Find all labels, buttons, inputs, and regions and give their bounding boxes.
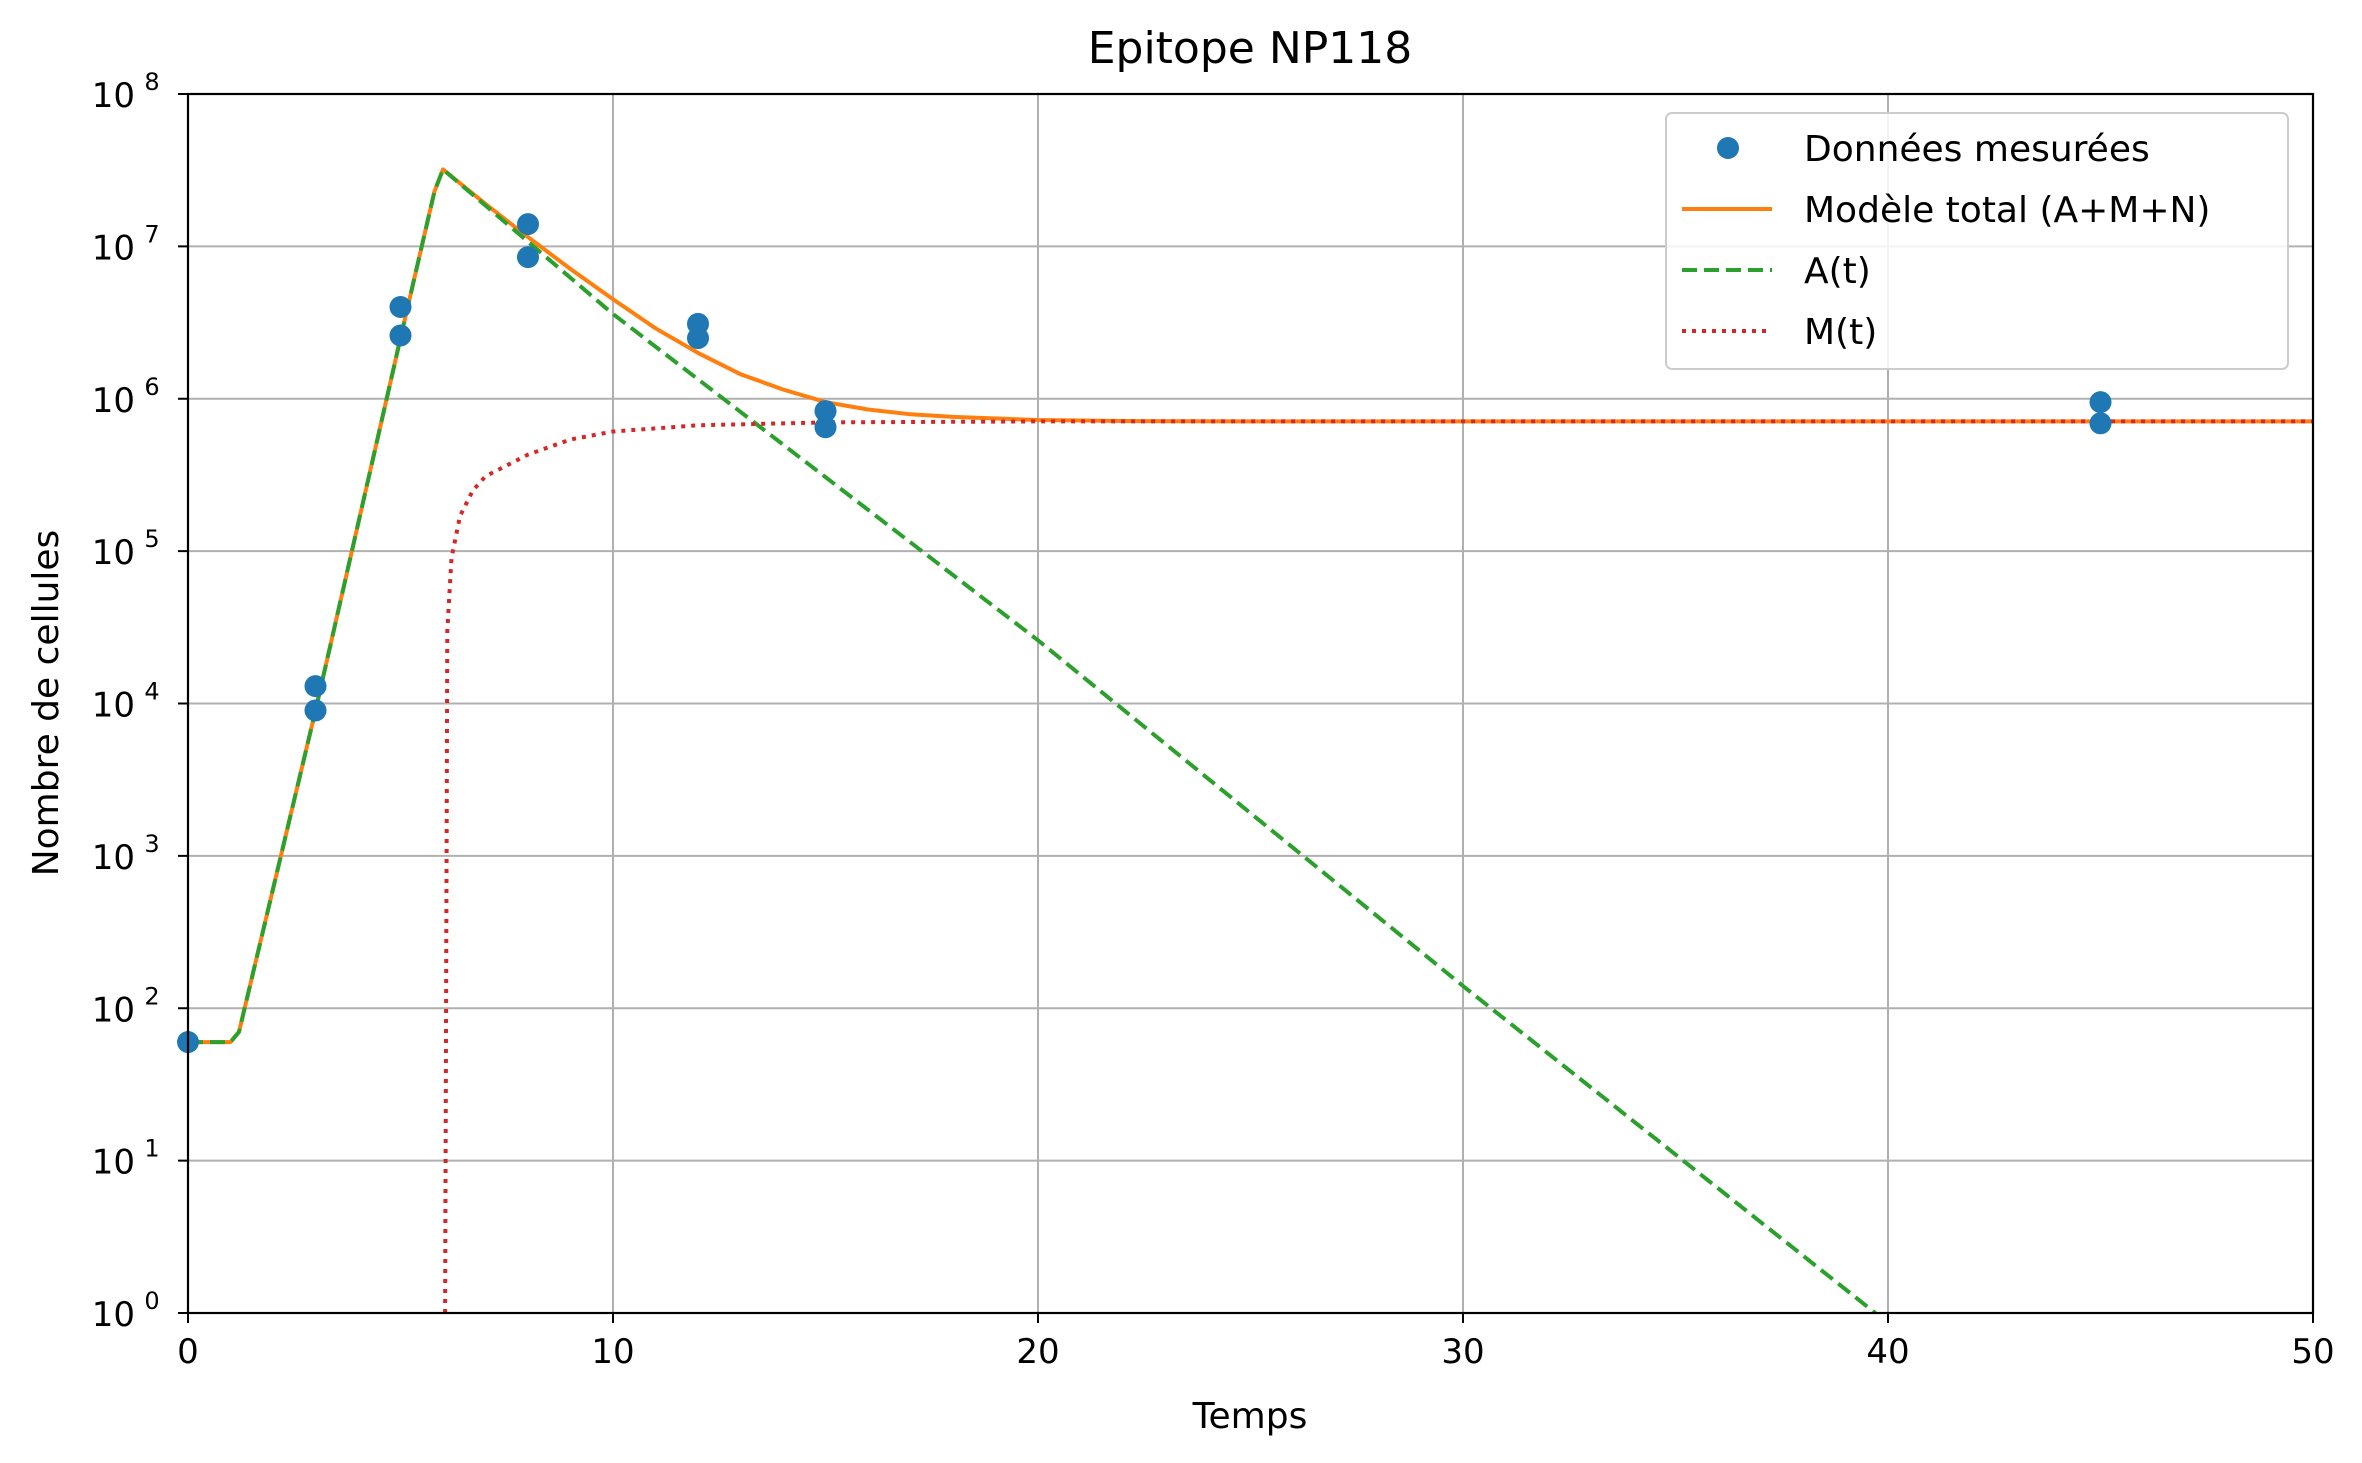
x-tick-label: 30 (1441, 1332, 1484, 1372)
series-line-m-t- (443, 419, 2313, 1313)
y-tick-base: 10 (92, 381, 135, 421)
y-tick-base: 10 (92, 228, 135, 268)
y-tick-exponent: 3 (144, 830, 159, 858)
y-tick-base: 10 (92, 1295, 135, 1335)
data-point (304, 675, 327, 698)
legend-box (1665, 112, 2289, 370)
ticks: 0 10 20 30 40 50 10 0 10 1 10 2 10 3 10 4 10 5 10 6 10 7 10 8 (92, 68, 2335, 1372)
y-tick-base: 10 (92, 686, 135, 726)
x-tick-label: 50 (2291, 1332, 2334, 1372)
y-axis-label: Nombre de cellules (26, 530, 67, 877)
y-tick-base: 10 (92, 1143, 135, 1183)
y-tick-exponent: 8 (144, 68, 159, 96)
y-tick-label: 10 (92, 381, 135, 421)
y-tick-label: 10 (92, 76, 135, 116)
y-tick-exponent: 6 (144, 373, 159, 401)
x-axis-label: Temps (1192, 1396, 1308, 1437)
data-point (389, 296, 412, 319)
data-point (2089, 391, 2112, 414)
legend-marker (1717, 137, 1739, 159)
data-point (687, 327, 709, 350)
legend: Données mesurées Modèle total (A+M+N) A(t)… (1665, 112, 2289, 370)
legend-label: Modèle total (A+M+N) (1804, 190, 2210, 231)
y-tick-label: 10 (92, 533, 135, 573)
y-tick-exponent: 2 (144, 982, 159, 1010)
x-tick-label: 20 (1016, 1332, 1059, 1372)
series-line-a-t- (188, 167, 1877, 1313)
y-tick-exponent: 5 (144, 525, 159, 553)
y-tick-label: 10 (92, 686, 135, 726)
x-tick-label: 10 (591, 1332, 634, 1372)
y-tick-exponent: 4 (144, 678, 159, 706)
x-tick-label: 0 (177, 1332, 199, 1372)
y-tick-label: 10 (92, 1143, 135, 1183)
y-tick-exponent: 0 (144, 1287, 159, 1315)
data-point (2089, 412, 2112, 435)
y-tick-label: 10 (92, 838, 135, 878)
legend-label: M(t) (1804, 312, 1877, 353)
data-point (304, 699, 327, 722)
data-point (389, 324, 412, 347)
plot-area (177, 167, 2313, 1313)
data-point (517, 246, 539, 269)
y-tick-label: 10 (92, 990, 135, 1030)
data-point (814, 416, 837, 439)
data-point (517, 213, 539, 236)
y-tick-label: 10 (92, 1295, 135, 1335)
y-tick-base: 10 (92, 838, 135, 878)
y-tick-exponent: 1 (144, 1135, 159, 1163)
x-tick-label: 40 (1866, 1332, 1909, 1372)
chart-title: Epitope NP118 (1088, 23, 1413, 74)
data-point (814, 400, 837, 423)
y-tick-base: 10 (92, 990, 135, 1030)
legend-label: Données mesurées (1804, 129, 2150, 170)
y-tick-base: 10 (92, 533, 135, 573)
y-tick-base: 10 (92, 76, 135, 116)
y-tick-exponent: 7 (144, 220, 159, 248)
y-tick-label: 10 (92, 228, 135, 268)
legend-label: A(t) (1804, 251, 1871, 292)
